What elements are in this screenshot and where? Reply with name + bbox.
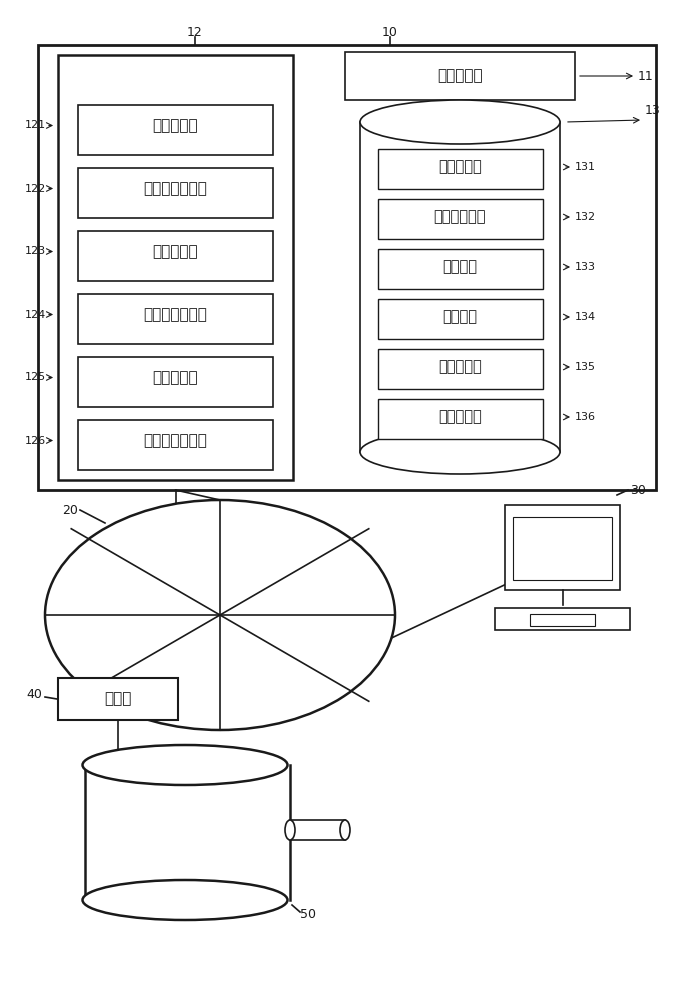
Ellipse shape [45,500,395,730]
Text: 11: 11 [638,70,653,83]
Text: 重复判断表: 重复判断表 [438,410,482,424]
FancyBboxPatch shape [78,357,273,407]
Text: 132: 132 [575,212,596,222]
Text: 恶化模式分解部: 恶化模式分解部 [144,181,208,196]
Text: 133: 133 [575,262,596,272]
Text: 异常判定部: 异常判定部 [152,244,198,259]
FancyBboxPatch shape [78,231,273,281]
Text: 20: 20 [62,504,78,516]
Ellipse shape [340,820,350,840]
Text: 50: 50 [300,908,316,922]
Text: 13: 13 [645,104,661,116]
FancyBboxPatch shape [58,678,178,720]
Text: 125: 125 [25,372,46,382]
Text: 123: 123 [25,246,46,256]
Text: 维护计划生成部: 维护计划生成部 [144,433,208,448]
FancyBboxPatch shape [377,199,542,239]
FancyBboxPatch shape [78,168,273,218]
Text: 121: 121 [25,120,46,130]
Text: 124: 124 [25,310,46,320]
FancyBboxPatch shape [377,299,542,339]
Text: 10: 10 [382,25,398,38]
Text: 131: 131 [575,162,596,172]
Text: 136: 136 [575,412,596,422]
Ellipse shape [360,100,560,144]
FancyBboxPatch shape [58,55,293,480]
FancyBboxPatch shape [505,505,620,590]
Text: 状态模式表: 状态模式表 [438,159,482,174]
FancyBboxPatch shape [377,249,542,289]
Text: 134: 134 [575,312,596,322]
FancyBboxPatch shape [345,52,575,100]
Ellipse shape [285,820,295,840]
Text: 模式判定部: 模式判定部 [152,370,198,385]
FancyBboxPatch shape [377,149,542,189]
Text: 122: 122 [25,184,46,194]
Text: 40: 40 [26,688,42,702]
Text: 12: 12 [187,25,203,38]
Ellipse shape [83,880,288,920]
Text: 误差模型: 误差模型 [442,259,477,274]
Ellipse shape [83,745,288,785]
Ellipse shape [360,430,560,474]
Text: 126: 126 [25,436,46,446]
FancyBboxPatch shape [377,349,542,389]
FancyBboxPatch shape [377,399,542,439]
FancyBboxPatch shape [78,105,273,155]
Text: 部件对应表: 部件对应表 [438,360,482,374]
Text: 135: 135 [575,362,596,372]
Text: 输入输出部: 输入输出部 [437,68,483,84]
FancyBboxPatch shape [495,608,630,630]
Text: 传感器: 传感器 [104,692,132,706]
FancyBboxPatch shape [38,45,656,490]
Text: 维护计划: 维护计划 [442,310,477,324]
FancyBboxPatch shape [78,420,273,470]
Text: 运转模式判定部: 运转模式判定部 [144,307,208,322]
FancyBboxPatch shape [530,614,595,626]
Text: 状态模式模型: 状态模式模型 [434,210,486,225]
Text: 30: 30 [630,484,646,496]
FancyBboxPatch shape [513,517,612,580]
FancyBboxPatch shape [78,294,273,344]
Text: 频率分析部: 频率分析部 [152,118,198,133]
